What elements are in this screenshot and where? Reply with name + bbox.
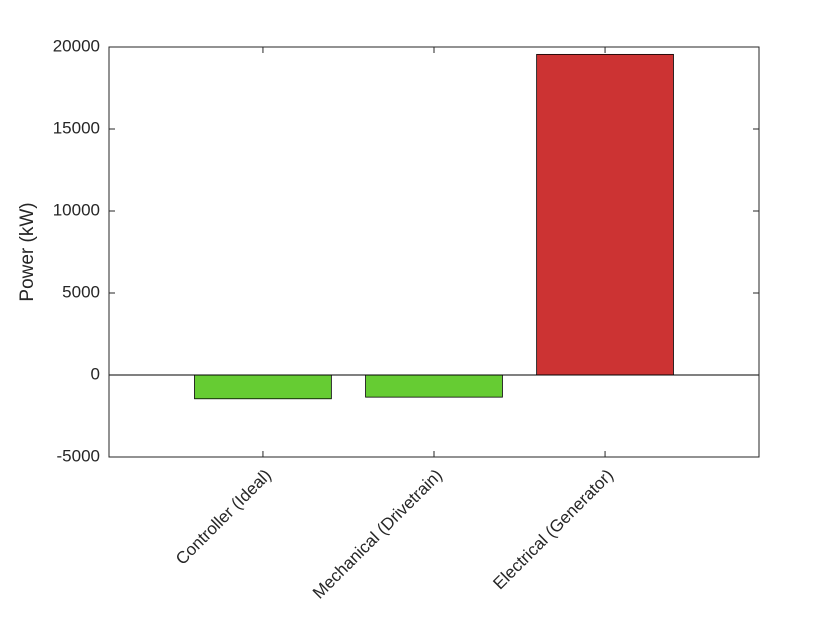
y-tick-label: 5000 [62,282,100,301]
y-tick-label: 10000 [53,200,100,219]
y-axis-label: Power (kW) [17,202,38,301]
y-tick-label: 15000 [53,118,100,137]
bar [194,374,332,400]
y-tick-label: 0 [91,364,100,383]
axes-box [108,46,760,458]
bar [365,374,503,398]
bar [536,53,674,376]
y-tick-label: -5000 [57,446,100,465]
y-tick-label: 20000 [53,36,100,55]
